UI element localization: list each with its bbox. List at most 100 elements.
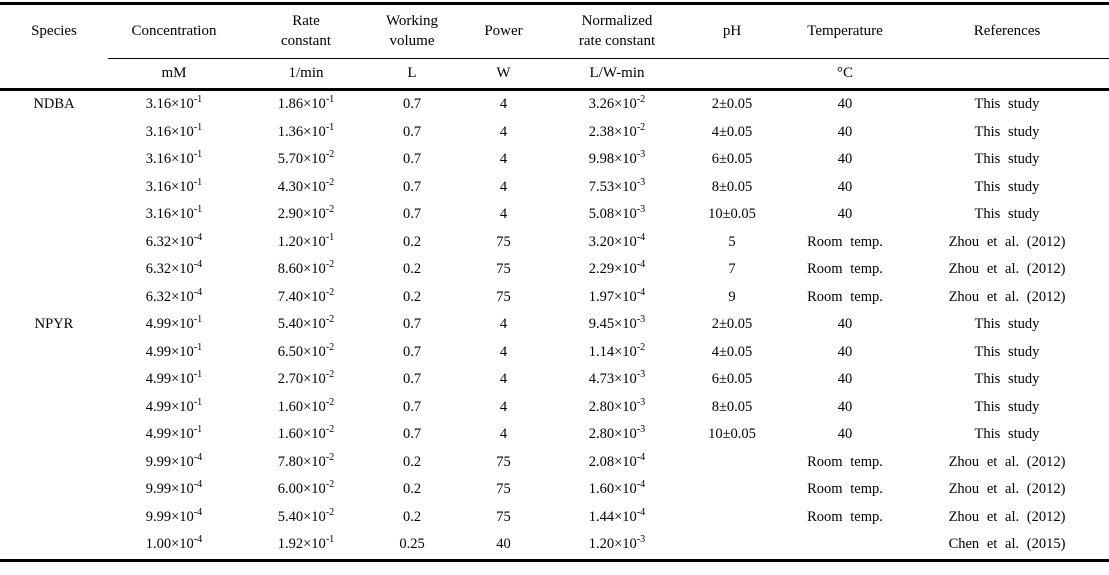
cell-temperature: 40 <box>837 151 853 168</box>
cell-references: This study <box>974 426 1040 443</box>
cell-concentration: 3.16×10-1 <box>145 149 203 168</box>
cell-species <box>0 174 108 202</box>
cell-normalized-rate-constant: 9.45×10-3 <box>588 314 646 333</box>
cell-rate-constant: 5.70×10-2 <box>277 149 335 168</box>
cell-normalized-rate-constant: 7.53×10-3 <box>588 176 646 195</box>
cell-concentration: 3.16×10-1 <box>145 176 203 195</box>
cell-species <box>0 504 108 532</box>
unit-references <box>905 58 1109 91</box>
column-header-working-volume: Working volume <box>372 3 452 59</box>
cell-normalized-rate-constant: 2.80×10-3 <box>588 396 646 415</box>
cell-ph: 6±0.05 <box>711 151 753 168</box>
header-row: Species Concentration Rate constant Work… <box>0 3 1109 59</box>
cell-working-volume: 0.7 <box>402 316 422 333</box>
cell-normalized-rate-constant: 1.14×10-2 <box>588 341 646 360</box>
cell-temperature: 40 <box>837 206 853 223</box>
cell-references: This study <box>974 398 1040 415</box>
column-header-references: References <box>905 3 1109 59</box>
cell-normalized-rate-constant: 3.20×10-4 <box>588 231 646 250</box>
cell-temperature: 40 <box>837 123 853 140</box>
cell-normalized-rate-constant: 1.60×10-4 <box>588 479 646 498</box>
cell-ph <box>679 531 785 560</box>
cell-concentration: 4.99×10-1 <box>145 341 203 360</box>
cell-working-volume: 0.7 <box>402 96 422 113</box>
cell-ph <box>679 476 785 504</box>
cell-power: 4 <box>499 96 508 113</box>
table-row: NDBA 3.16×10-1 1.86×10-1 0.7 4 3.26×10-2… <box>0 90 1109 119</box>
cell-rate-constant: 5.40×10-2 <box>277 506 335 525</box>
unit-power: W <box>452 58 555 91</box>
cell-power: 4 <box>499 316 508 333</box>
cell-working-volume: 0.7 <box>402 206 422 223</box>
cell-species <box>0 449 108 477</box>
cell-normalized-rate-constant: 3.26×10-2 <box>588 94 646 113</box>
cell-rate-constant: 6.50×10-2 <box>277 341 335 360</box>
cell-concentration: 1.00×10-4 <box>145 534 203 553</box>
units-row: mM 1/min L W L/W-min °C <box>0 58 1109 91</box>
cell-concentration: 4.99×10-1 <box>145 424 203 443</box>
cell-concentration: 4.99×10-1 <box>145 314 203 333</box>
cell-ph: 2±0.05 <box>711 96 753 113</box>
cell-normalized-rate-constant: 2.38×10-2 <box>588 121 646 140</box>
cell-concentration: 3.16×10-1 <box>145 204 203 223</box>
cell-normalized-rate-constant: 9.98×10-3 <box>588 149 646 168</box>
cell-power: 4 <box>499 426 508 443</box>
cell-power: 4 <box>499 343 508 360</box>
cell-power: 4 <box>499 178 508 195</box>
table-row: NPYR 4.99×10-1 5.40×10-2 0.7 4 9.45×10-3… <box>0 311 1109 339</box>
cell-working-volume: 0.2 <box>402 481 422 498</box>
cell-working-volume: 0.2 <box>402 453 422 470</box>
cell-normalized-rate-constant: 5.08×10-3 <box>588 204 646 223</box>
cell-references: This study <box>974 206 1040 223</box>
cell-references: This study <box>974 178 1040 195</box>
cell-temperature: Room temp. <box>807 481 883 498</box>
cell-temperature: Room temp. <box>807 453 883 470</box>
column-header-power: Power <box>452 3 555 59</box>
column-header-rate-constant: Rate constant <box>240 3 372 59</box>
cell-temperature: 40 <box>837 316 853 333</box>
cell-power: 40 <box>496 536 511 553</box>
cell-references: This study <box>974 343 1040 360</box>
cell-working-volume: 0.25 <box>399 536 425 553</box>
cell-working-volume: 0.7 <box>402 123 422 140</box>
cell-references: Zhou et al. (2012) <box>948 233 1066 250</box>
cell-species <box>0 394 108 422</box>
table-row: 3.16×10-1 4.30×10-2 0.7 4 7.53×10-3 8±0.… <box>0 174 1109 202</box>
unit-rate-constant: 1/min <box>240 58 372 91</box>
table-body: NDBA 3.16×10-1 1.86×10-1 0.7 4 3.26×10-2… <box>0 90 1109 561</box>
cell-concentration: 9.99×10-4 <box>145 451 203 470</box>
cell-rate-constant: 1.86×10-1 <box>277 94 335 113</box>
cell-ph <box>679 449 785 477</box>
cell-power: 75 <box>496 261 511 278</box>
cell-species <box>0 476 108 504</box>
cell-temperature: Room temp. <box>807 261 883 278</box>
cell-power: 75 <box>496 288 511 305</box>
table-row: 4.99×10-1 2.70×10-2 0.7 4 4.73×10-3 6±0.… <box>0 366 1109 394</box>
cell-normalized-rate-constant: 4.73×10-3 <box>588 369 646 388</box>
cell-references: Zhou et al. (2012) <box>948 508 1066 525</box>
cell-normalized-rate-constant: 2.08×10-4 <box>588 451 646 470</box>
cell-species <box>0 119 108 147</box>
table-row: 6.32×10-4 1.20×10-1 0.2 75 3.20×10-4 5 R… <box>0 229 1109 257</box>
cell-rate-constant: 1.60×10-2 <box>277 396 335 415</box>
cell-species: NDBA <box>33 96 75 113</box>
table-row: 4.99×10-1 1.60×10-2 0.7 4 2.80×10-3 8±0.… <box>0 394 1109 422</box>
cell-power: 75 <box>496 508 511 525</box>
cell-concentration: 6.32×10-4 <box>145 286 203 305</box>
cell-normalized-rate-constant: 2.29×10-4 <box>588 259 646 278</box>
cell-power: 4 <box>499 123 508 140</box>
cell-species <box>0 339 108 367</box>
column-header-species: Species <box>31 23 77 39</box>
table-row: 1.00×10-4 1.92×10-1 0.25 40 1.20×10-3 Ch… <box>0 531 1109 560</box>
cell-temperature: 40 <box>837 343 853 360</box>
cell-power: 4 <box>499 206 508 223</box>
unit-normalized-rate-constant: L/W-min <box>555 58 679 91</box>
cell-species <box>0 201 108 229</box>
cell-references: Zhou et al. (2012) <box>948 453 1066 470</box>
cell-rate-constant: 7.80×10-2 <box>277 451 335 470</box>
cell-references: Zhou et al. (2012) <box>948 261 1066 278</box>
cell-species <box>0 256 108 284</box>
cell-species <box>0 366 108 394</box>
table-row: 6.32×10-4 7.40×10-2 0.2 75 1.97×10-4 9 R… <box>0 284 1109 312</box>
cell-rate-constant: 2.90×10-2 <box>277 204 335 223</box>
